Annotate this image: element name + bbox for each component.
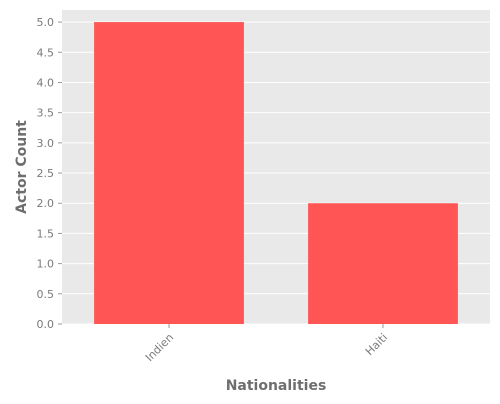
y-tick-label: 0.0: [37, 318, 55, 331]
x-tick-label: Haiti: [363, 331, 390, 358]
bar-indien: [94, 22, 244, 324]
y-tick-label: 4.0: [37, 76, 55, 89]
y-tick-label: 5.0: [37, 16, 55, 29]
y-tick-label: 1.5: [37, 227, 55, 240]
bars: [94, 22, 458, 324]
x-tick-label: Indien: [143, 331, 176, 364]
x-axis-ticks: Indien Haiti: [143, 324, 390, 364]
y-tick-label: 3.5: [37, 107, 55, 120]
y-tick-label: 3.0: [37, 137, 55, 150]
y-tick-label: 1.0: [37, 258, 55, 271]
y-tick-label: 2.0: [37, 197, 55, 210]
x-axis-title: Nationalities: [226, 378, 327, 394]
y-tick-label: 0.5: [37, 288, 55, 301]
y-axis-ticks: 0.0 0.5 1.0 1.5 2.0 2.5 3.0 3.5 4.0 4.5 5.0: [37, 16, 62, 331]
y-axis-title: Actor Count: [14, 120, 30, 214]
y-tick-label: 4.5: [37, 46, 55, 59]
bar-haiti: [308, 203, 458, 324]
y-tick-label: 2.5: [37, 167, 55, 180]
